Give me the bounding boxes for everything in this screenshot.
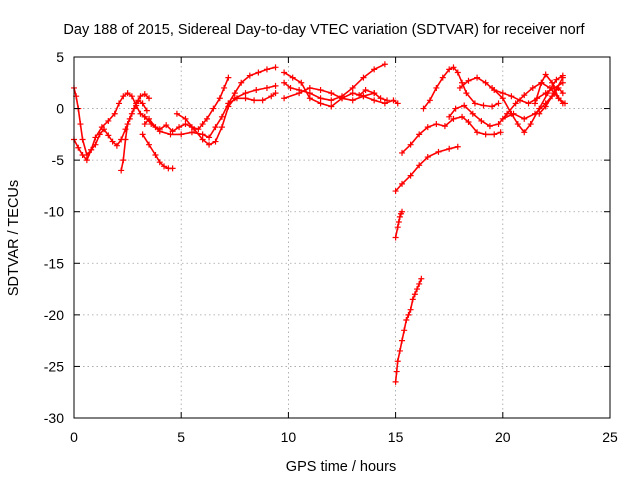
data-point	[455, 144, 461, 150]
y-tick-label: 0	[56, 101, 64, 117]
data-point	[328, 90, 334, 96]
grid-lines	[74, 57, 610, 418]
data-point	[255, 69, 261, 75]
data-point	[307, 85, 313, 91]
series-line	[74, 100, 147, 160]
y-tick-label: -20	[44, 307, 64, 323]
data-point	[481, 102, 487, 108]
series-line	[177, 86, 276, 145]
data-point	[405, 312, 411, 318]
data-point	[393, 235, 399, 241]
data-point	[281, 95, 287, 101]
data-point	[243, 95, 249, 101]
data-point	[213, 139, 219, 145]
series-s1	[71, 85, 148, 158]
x-tick-label: 15	[388, 429, 404, 445]
data-point	[350, 90, 356, 96]
series-s14	[393, 209, 405, 241]
x-tick-label: 25	[602, 429, 618, 445]
data-point	[318, 95, 324, 101]
plot-frame	[74, 57, 610, 418]
data-point	[371, 97, 377, 103]
data-point	[508, 93, 514, 99]
data-point	[418, 276, 424, 282]
data-point	[491, 131, 497, 137]
data-point	[496, 100, 502, 106]
data-point	[264, 66, 270, 72]
data-point	[397, 348, 403, 354]
data-point	[399, 338, 405, 344]
data-point	[318, 100, 324, 106]
data-point	[414, 286, 420, 292]
data-point	[225, 75, 231, 81]
data-point	[318, 87, 324, 93]
data-point	[446, 146, 452, 152]
data-point	[77, 121, 83, 127]
x-axis-label: GPS time / hours	[286, 459, 396, 475]
series-line	[145, 78, 229, 132]
y-tick-label: -30	[44, 410, 64, 426]
y-tick-label: -15	[44, 255, 64, 271]
sdtvar-chart: Day 188 of 2015, Sidereal Day-to-day VTE…	[0, 0, 640, 480]
x-tick-label: 0	[70, 429, 78, 445]
data-point	[433, 121, 439, 127]
data-point	[408, 307, 414, 313]
data-point	[125, 121, 131, 127]
data-point	[416, 281, 422, 287]
data-point	[170, 165, 176, 171]
chart-title: Day 188 of 2015, Sidereal Day-to-day VTE…	[63, 22, 585, 38]
data-point	[253, 87, 259, 93]
data-point	[401, 327, 407, 333]
x-tick-label: 10	[281, 429, 297, 445]
data-point	[120, 157, 126, 163]
data-point	[382, 61, 388, 67]
data-point	[410, 296, 416, 302]
data-point	[396, 219, 402, 225]
series-s7	[174, 83, 279, 148]
y-tick-label: 5	[56, 49, 64, 65]
data-point	[483, 131, 489, 137]
data-point	[129, 111, 135, 117]
data-point	[260, 97, 266, 103]
y-axis-label: SDTVAR / TECUs	[6, 180, 22, 296]
data-point	[350, 97, 356, 103]
data-point	[397, 214, 403, 220]
data-point	[394, 369, 400, 375]
series-s9	[281, 61, 388, 103]
data-point	[521, 116, 527, 122]
data-point	[435, 149, 441, 155]
data-point	[178, 131, 184, 137]
series-s16	[399, 114, 504, 156]
data-point	[328, 97, 334, 103]
data-point	[264, 85, 270, 91]
x-tick-label: 5	[177, 429, 185, 445]
y-tick-label: -10	[44, 204, 64, 220]
data-point	[273, 64, 279, 70]
data-point	[393, 379, 399, 385]
series-s5	[142, 75, 232, 135]
data-point	[221, 85, 227, 91]
series-line	[121, 94, 149, 170]
data-point	[251, 97, 257, 103]
data-point	[243, 90, 249, 96]
data-point	[273, 83, 279, 89]
x-tick-label: 20	[495, 429, 511, 445]
data-point	[118, 167, 124, 173]
data-point	[403, 317, 409, 323]
series-s4	[140, 131, 176, 171]
y-tick-label: -5	[52, 152, 65, 168]
series-s13	[393, 276, 425, 385]
y-tick-label: -25	[44, 358, 64, 374]
data-point	[219, 124, 225, 130]
series-s3	[118, 91, 152, 173]
data-point	[122, 137, 128, 143]
data-point	[489, 104, 495, 110]
series-line	[143, 134, 173, 168]
data-point	[412, 291, 418, 297]
series-s2	[71, 97, 150, 163]
data-series	[71, 61, 568, 385]
data-point	[80, 137, 86, 143]
